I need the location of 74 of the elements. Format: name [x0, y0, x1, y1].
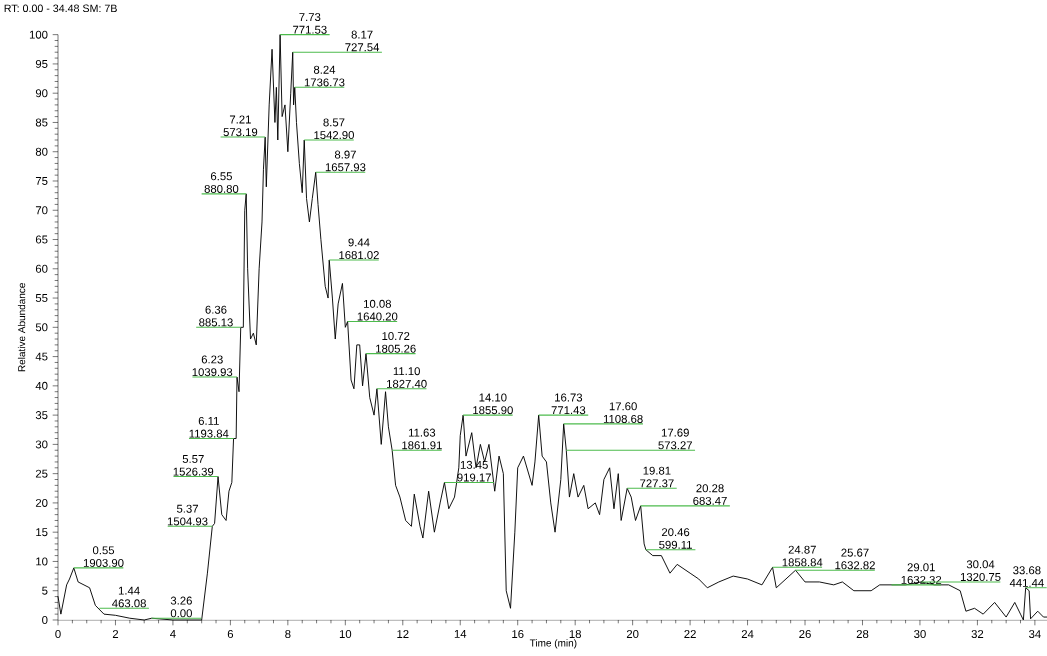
y-tick-label: 25 — [35, 469, 48, 478]
annotation: 5.57 1526.39 — [173, 455, 214, 476]
y-tick-label: 50 — [35, 323, 48, 332]
x-tick-label: 16 — [512, 630, 524, 639]
annotation: 11.10 1827.40 — [387, 367, 427, 388]
y-axis-title: Relative Abundance — [17, 283, 26, 372]
y-tick-label: 60 — [35, 264, 48, 273]
x-tick-label: 6 — [227, 630, 234, 639]
y-tick-label: 5 — [42, 586, 48, 595]
x-tick-label: 32 — [971, 630, 984, 639]
x-tick-label: 30 — [914, 630, 926, 639]
annotation: 6.36 885.13 — [199, 305, 233, 327]
x-tick-label: 12 — [397, 630, 409, 638]
annotation: 7.21 573.19 — [223, 115, 258, 137]
x-axis-title: Time (min) — [529, 639, 577, 649]
y-tick-label: 40 — [35, 381, 48, 390]
x-tick-label: 34 — [1029, 630, 1041, 639]
annotation: 0.55 1903.90 — [83, 546, 124, 567]
x-tick-label: 2 — [112, 630, 119, 638]
annotation: 10.08 1640.20 — [357, 299, 398, 321]
annotation: 5.37 1504.93 — [167, 504, 208, 526]
annotation: 6.11 1193.84 — [189, 416, 229, 438]
y-tick-label: 80 — [35, 147, 48, 156]
annotation: 9.44 1681.02 — [339, 238, 379, 260]
annotation: 33.68 441.44 — [1009, 566, 1044, 587]
y-tick-label: 55 — [35, 294, 48, 302]
y-tick-label: 65 — [35, 235, 48, 244]
annotation: 8.57 1542.90 — [314, 118, 354, 140]
x-tick-label: 22 — [684, 630, 696, 638]
y-tick-label: 95 — [35, 59, 48, 68]
y-tick-label: 0 — [42, 615, 48, 624]
annotation: 6.23 1039.93 — [192, 355, 233, 377]
y-tick-label: 35 — [35, 411, 48, 420]
annotation: 8.17 727.54 — [345, 30, 380, 52]
text: RT: 0.00 - 34.48 SM: 7B — [4, 4, 117, 13]
y-tick-label: 45 — [35, 352, 48, 361]
annotation: 25.67 1632.82 — [835, 548, 875, 570]
annotation: 14.10 1855.90 — [473, 393, 513, 415]
x-tick-label: 10 — [339, 630, 352, 639]
annotation: 11.63 1861.91 — [402, 428, 442, 450]
x-tick-label: 14 — [454, 630, 467, 638]
x-tick-label: 24 — [741, 630, 754, 638]
annotation: 10.72 1805.26 — [376, 332, 416, 353]
annotation: 6.55 880.80 — [204, 172, 239, 193]
annotation: 16.73 771.43 — [551, 393, 586, 415]
annotation: 8.24 1736.73 — [304, 65, 345, 87]
y-tick-label: 90 — [35, 89, 48, 98]
annotation: 3.26 0.00 — [170, 596, 192, 618]
y-tick-label: 85 — [35, 118, 48, 127]
y-tick-label: 100 — [29, 30, 48, 39]
y-tick-label: 70 — [35, 206, 48, 215]
x-tick-label: 4 — [170, 630, 176, 638]
y-tick-label: 15 — [36, 528, 48, 537]
annotation: 17.69 573.27 — [658, 428, 692, 450]
annotation: 1.44 463.08 — [112, 586, 146, 608]
annotation: 29.01 1632.32 — [901, 563, 942, 584]
annotation: 8.97 1657.93 — [325, 150, 366, 172]
annotation: 7.73 771.53 — [293, 13, 327, 34]
x-tick-label: 8 — [285, 630, 291, 639]
annotation: 30.04 1320.75 — [960, 560, 1001, 581]
x-tick-label: 20 — [626, 630, 639, 639]
annotation: 20.46 599.11 — [659, 528, 692, 549]
x-tick-label: 26 — [799, 630, 811, 639]
annotation: 19.81 727.37 — [640, 466, 674, 488]
annotation: 17.60 1108.68 — [603, 402, 643, 423]
y-tick-label: 30 — [35, 440, 48, 449]
y-tick-label: 75 — [35, 177, 48, 185]
annotation: 24.87 1858.84 — [782, 545, 823, 567]
x-tick-label: 18 — [569, 630, 581, 639]
x-tick-label: 28 — [856, 630, 869, 639]
x-tick-label: 0 — [55, 630, 61, 639]
annotation: 20.28 683.47 — [693, 484, 727, 505]
y-tick-label: 20 — [35, 498, 48, 507]
y-tick-label: 10 — [36, 557, 48, 566]
